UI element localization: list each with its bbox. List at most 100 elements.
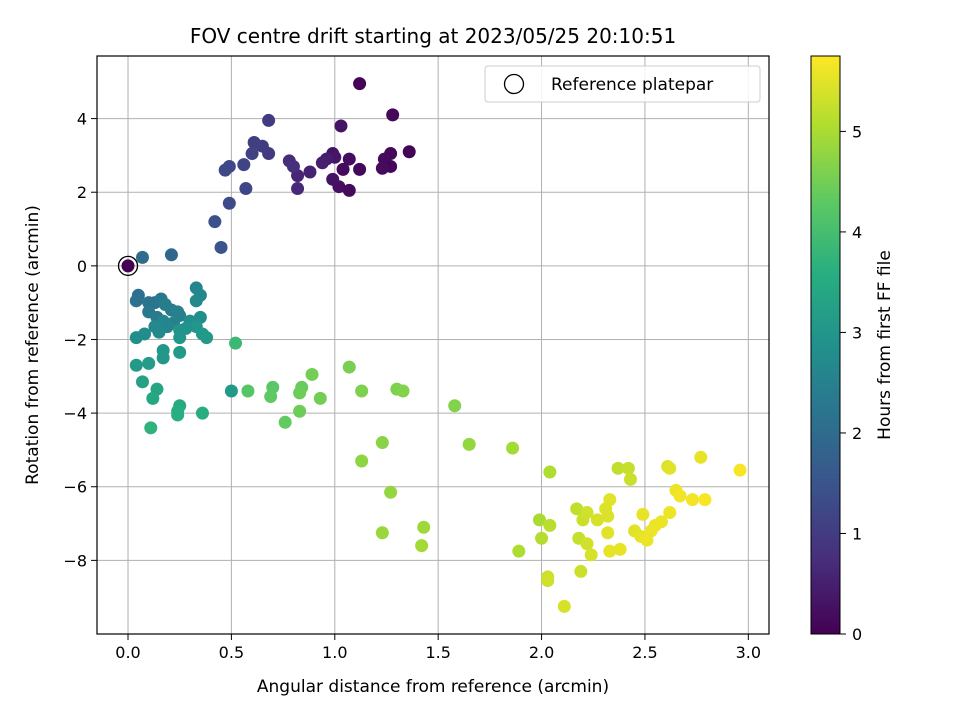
scatter-point xyxy=(448,399,462,413)
legend-reference-marker xyxy=(503,73,525,95)
colorbar-tick-label: 1 xyxy=(852,524,862,543)
y-axis-ticks: −8 −6 −4 −2 0 2 4 xyxy=(63,110,97,570)
scatter-point xyxy=(580,537,594,551)
plot-frame xyxy=(96,55,770,635)
scatter-point xyxy=(315,156,329,170)
colorbar-tick-label: 3 xyxy=(852,323,862,342)
scatter-point xyxy=(293,404,307,418)
scatter-point xyxy=(353,77,367,91)
scatter-point xyxy=(278,415,292,429)
scatter-point xyxy=(148,320,162,334)
y-tick-label: 2 xyxy=(77,183,87,202)
scatter-point xyxy=(164,248,178,262)
x-tick-label: 3.0 xyxy=(736,643,761,662)
x-tick-label: 0.0 xyxy=(115,643,140,662)
scatter-point xyxy=(386,108,400,122)
scatter-point xyxy=(171,408,185,422)
colorbar-tick-label: 0 xyxy=(852,625,862,644)
scatter-point xyxy=(291,182,305,196)
scatter-point xyxy=(229,336,243,350)
scatter-point xyxy=(673,489,687,503)
scatter-point xyxy=(384,485,398,499)
scatter-point xyxy=(543,518,557,532)
scatter-point xyxy=(570,502,584,516)
x-tick-label: 1.0 xyxy=(322,643,347,662)
scatter-point xyxy=(621,461,635,475)
colorbar-label: Hours from first FF file xyxy=(875,250,895,440)
scatter-point xyxy=(636,507,650,521)
y-tick-label: −6 xyxy=(63,478,87,497)
scatter-point xyxy=(603,544,617,558)
scatter-point xyxy=(574,564,588,578)
scatter-point xyxy=(584,548,598,562)
scatter-point xyxy=(375,526,389,540)
scatter-point xyxy=(623,472,637,486)
scatter-point xyxy=(342,183,356,197)
scatter-point xyxy=(396,384,410,398)
scatter-point xyxy=(239,182,253,196)
scatter-point xyxy=(241,384,255,398)
scatter-point xyxy=(173,331,187,345)
scatter-point xyxy=(613,542,627,556)
scatter-point xyxy=(146,391,160,405)
scatter-points xyxy=(121,77,747,613)
colorbar-ticks: 0 1 2 3 4 5 xyxy=(840,122,862,644)
scatter-point xyxy=(535,531,549,545)
scatter-point xyxy=(326,172,340,186)
scatter-point xyxy=(218,163,232,177)
scatter-point xyxy=(355,384,369,398)
scatter-point xyxy=(135,250,149,264)
x-tick-label: 1.5 xyxy=(425,643,450,662)
scatter-point xyxy=(135,375,149,389)
colorbar-tick-label: 2 xyxy=(852,424,862,443)
scatter-point xyxy=(611,461,625,475)
scatter-point xyxy=(417,520,431,534)
x-axis-label: Angular distance from reference (arcmin) xyxy=(257,677,609,697)
scatter-point xyxy=(733,463,747,477)
scatter-point xyxy=(214,240,228,254)
colorbar-tick-label: 5 xyxy=(852,122,862,141)
colorbar-tick-label: 4 xyxy=(852,223,862,242)
scatter-point xyxy=(144,421,158,435)
colorbar xyxy=(810,55,841,635)
scatter-point xyxy=(129,294,143,308)
legend-box xyxy=(484,65,761,103)
scatter-point xyxy=(293,386,307,400)
scatter-point xyxy=(375,161,389,175)
scatter-point xyxy=(601,526,615,540)
scatter-point xyxy=(590,513,604,527)
scatter-point xyxy=(208,215,222,229)
legend: Reference platepar xyxy=(484,65,761,103)
x-axis-ticks: 0.0 0.5 1.0 1.5 2.0 2.5 3.0 xyxy=(115,634,761,662)
scatter-point xyxy=(129,331,143,345)
scatter-point xyxy=(506,441,520,455)
x-tick-label: 2.5 xyxy=(632,643,657,662)
scatter-point xyxy=(247,136,261,150)
scatter-point xyxy=(342,152,356,166)
scatter-point xyxy=(303,165,317,179)
scatter-point xyxy=(189,294,203,308)
y-tick-label: −4 xyxy=(63,404,87,423)
scatter-point xyxy=(694,450,708,464)
scatter-point xyxy=(129,358,143,372)
scatter-point xyxy=(532,513,546,527)
scatter-point xyxy=(342,360,356,374)
y-tick-label: 0 xyxy=(77,257,87,276)
scatter-point xyxy=(336,162,350,176)
scatter-point xyxy=(663,461,677,475)
reference-platepar-marker xyxy=(117,255,139,276)
y-tick-label: 4 xyxy=(77,110,87,129)
x-tick-label: 0.5 xyxy=(219,643,244,662)
scatter-point xyxy=(601,509,615,523)
scatter-point xyxy=(415,539,429,553)
scatter-point xyxy=(580,506,594,520)
scatter-point xyxy=(685,493,699,507)
scatter-point xyxy=(224,384,238,398)
scatter-point xyxy=(698,493,712,507)
scatter-point xyxy=(462,437,476,451)
scatter-point xyxy=(603,493,617,507)
scatter-point xyxy=(237,158,251,172)
scatter-point xyxy=(402,145,416,159)
scatter-point xyxy=(305,367,319,381)
